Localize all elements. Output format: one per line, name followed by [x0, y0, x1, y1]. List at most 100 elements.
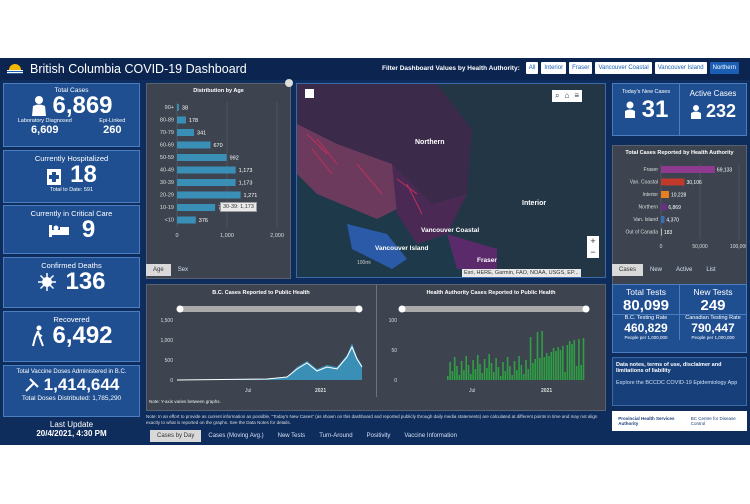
left-range-slider[interactable] — [177, 306, 362, 312]
filter-all-button[interactable]: All — [525, 62, 539, 74]
tab-new-tests[interactable]: New Tests — [277, 433, 306, 439]
age-bar[interactable] — [177, 154, 227, 161]
age-bar-value: 376 — [199, 218, 208, 224]
map-panel[interactable]: Northern Interior Vancouver Coastal Vanc… — [296, 83, 606, 278]
age-bar-value: 38 — [182, 106, 188, 112]
left-y-tick-1500: 1,500 — [160, 318, 173, 324]
ha-daily-bar — [522, 374, 525, 380]
tab-positivity[interactable]: Positivity — [366, 433, 391, 439]
age-bar[interactable] — [177, 104, 179, 111]
age-bar[interactable] — [177, 116, 186, 124]
age-bar[interactable] — [177, 129, 195, 136]
hospitalized-label: Currently Hospitalized — [34, 154, 109, 163]
ha-bar[interactable] — [661, 216, 665, 223]
age-bar[interactable] — [177, 216, 196, 224]
age-bar[interactable] — [177, 166, 236, 174]
age-category-label: 60-69 — [160, 143, 174, 149]
age-bar-value: 341 — [197, 131, 206, 137]
tab-sex[interactable]: Sex — [177, 267, 189, 273]
tab-new[interactable]: New — [650, 267, 663, 273]
layers-icon[interactable]: ≡ — [574, 91, 579, 100]
tab-age[interactable]: Age — [146, 264, 171, 276]
tab-active[interactable]: Active — [676, 267, 693, 273]
age-bar[interactable] — [177, 141, 211, 149]
ha-daily-bar — [490, 363, 493, 380]
data-notes-link[interactable]: Data notes, terms of use, disclaimer and… — [616, 362, 722, 374]
age-bar-value: 1,173 — [239, 168, 253, 174]
tab-cases-by-day[interactable]: Cases by Day — [150, 430, 202, 442]
ha-daily-bar — [566, 345, 569, 380]
zoom-out-button[interactable]: − — [590, 247, 596, 257]
filter-interior-button[interactable]: Interior — [541, 62, 567, 74]
ha-daily-bar — [511, 375, 513, 380]
ha-daily-bar — [486, 368, 488, 380]
right-slider-handle-end[interactable] — [582, 305, 590, 313]
epi-app-link[interactable]: Explore the BCCDC COVID-19 Epidemiology … — [616, 380, 738, 386]
left-y-tick-0: 0 — [170, 378, 173, 384]
bc-rate-sub: People per 1,000,000 — [624, 335, 668, 340]
vancouver-coastal-region[interactable] — [392, 164, 467, 244]
expand-icon[interactable] — [285, 79, 293, 87]
bed-icon — [48, 225, 69, 237]
search-icon[interactable]: ⌕ — [555, 91, 560, 100]
ha-daily-bar — [509, 366, 511, 380]
age-bar[interactable] — [177, 191, 241, 199]
zoom-controls: + − — [587, 236, 599, 258]
filter-vancouver-island-button[interactable]: Vancouver Island — [654, 62, 707, 74]
map-label-vancouver-coastal: Vancouver Coastal — [421, 227, 479, 234]
ha-bar-value: 10,228 — [671, 193, 687, 199]
ha-daily-bar — [536, 332, 539, 380]
ha-daily-bar — [564, 372, 566, 380]
left-slider-handle-end[interactable] — [355, 305, 363, 313]
left-slider-handle-start[interactable] — [176, 305, 184, 313]
age-x-tick: 1,000 — [220, 233, 234, 239]
left-x-2021: 2021 — [315, 388, 326, 394]
age-category-label: 90+ — [165, 105, 174, 111]
phsa-logo: Provincial Health Services Authority — [618, 416, 675, 426]
interior-region[interactable] — [437, 84, 606, 278]
ha-bar[interactable] — [661, 228, 662, 236]
ha-daily-bar — [527, 369, 530, 380]
new-tests-value: 249 — [700, 297, 726, 314]
tab-turn-around[interactable]: Turn-Around — [319, 433, 353, 439]
active-cases-value: 232 — [705, 101, 737, 121]
filter-vancouver-coastal-button[interactable]: Vancouver Coastal — [595, 62, 652, 74]
tab-cases[interactable]: Cases — [612, 264, 644, 276]
ha-chart-panel: Total Cases Reported by Health Authority… — [612, 145, 747, 311]
vancouver-island-region[interactable] — [347, 224, 407, 269]
ha-daily-bar — [513, 361, 516, 380]
right-slider-handle-start[interactable] — [398, 305, 406, 313]
new-cases-value: 31 — [641, 96, 669, 123]
fullscreen-icon[interactable] — [305, 89, 314, 98]
age-bar[interactable] — [177, 179, 236, 186]
bc-rate-label: B.C. Testing Rate — [624, 315, 668, 321]
home-icon[interactable]: ⌂ — [564, 91, 570, 100]
age-bar-value: 1,173 — [239, 181, 253, 187]
ha-daily-bar — [472, 360, 474, 380]
total-cases-value: 6,869 — [52, 92, 113, 119]
hospitalized-value: 18 — [70, 161, 97, 188]
tab-cases-moving-avg[interactable]: Cases (Moving Avg.) — [208, 433, 264, 439]
ha-bar[interactable] — [661, 203, 667, 211]
age-bar[interactable] — [177, 204, 216, 211]
timeline-divider — [376, 285, 377, 397]
ha-bar[interactable] — [661, 166, 715, 173]
northern-region[interactable] — [297, 84, 472, 204]
tab-list[interactable]: List — [706, 267, 716, 273]
filter-northern-button[interactable]: Northern — [709, 62, 739, 74]
total-tests-label: Total Tests — [625, 287, 666, 297]
ha-daily-bar — [451, 371, 454, 380]
zoom-in-button[interactable]: + — [590, 236, 596, 246]
right-range-slider[interactable] — [399, 306, 589, 312]
person-icon — [32, 96, 47, 116]
tab-vaccine-information[interactable]: Vaccine Information — [404, 433, 457, 439]
ha-bar[interactable] — [661, 191, 669, 198]
ha-daily-bar — [543, 357, 546, 380]
notes-panel: Data notes, terms of use, disclaimer and… — [612, 357, 747, 406]
ha-daily-bar — [476, 355, 479, 380]
filter-fraser-button[interactable]: Fraser — [569, 62, 593, 74]
last-update: Last Update 20/4/2021, 4:30 PM — [3, 420, 140, 438]
map-label-fraser: Fraser — [477, 257, 497, 264]
ha-bar[interactable] — [661, 178, 685, 186]
fraser-region[interactable] — [447, 234, 497, 269]
